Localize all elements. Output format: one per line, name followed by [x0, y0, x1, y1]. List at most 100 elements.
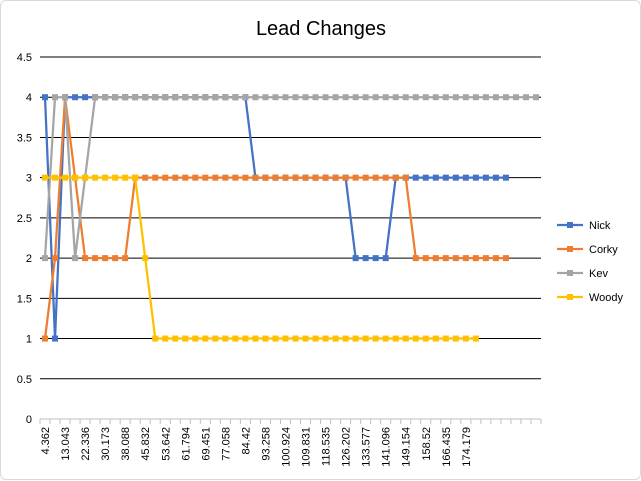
series-woody	[42, 174, 479, 342]
legend-label: Nick	[589, 220, 611, 232]
data-point	[462, 335, 469, 342]
x-tick-label: 149.154	[401, 427, 413, 467]
x-tick-label: 77.058	[220, 427, 232, 461]
data-point	[372, 255, 379, 262]
data-point	[142, 174, 149, 181]
x-tick-label: 45.832	[140, 427, 152, 461]
x-tick-label: 53.642	[160, 427, 172, 461]
y-tick-label: 3.5	[17, 132, 32, 144]
data-point	[442, 94, 449, 101]
data-point	[352, 94, 359, 101]
x-tick-label: 109.831	[301, 427, 313, 467]
x-tick-label: 141.096	[381, 427, 393, 467]
data-point	[362, 335, 369, 342]
data-point	[432, 255, 439, 262]
legend-swatch-marker	[567, 294, 573, 300]
data-point	[152, 94, 159, 101]
data-point	[472, 335, 479, 342]
data-point	[482, 94, 489, 101]
data-point	[172, 335, 179, 342]
data-point	[92, 255, 99, 262]
x-tick-label: 158.52	[421, 427, 433, 461]
data-point	[382, 255, 389, 262]
data-point	[132, 174, 139, 181]
data-point	[222, 94, 229, 101]
data-point	[252, 174, 259, 181]
data-point	[112, 255, 119, 262]
data-point	[342, 174, 349, 181]
data-point	[192, 335, 199, 342]
data-point	[432, 174, 439, 181]
data-point	[242, 94, 249, 101]
data-point	[342, 94, 349, 101]
data-point	[192, 94, 199, 101]
data-point	[72, 94, 79, 101]
data-point	[422, 94, 429, 101]
data-point	[222, 335, 229, 342]
data-point	[82, 94, 89, 101]
x-tick-label: 118.535	[321, 427, 333, 466]
y-tick-label: 2	[26, 253, 32, 265]
data-point	[472, 255, 479, 262]
x-tick-label: 69.451	[200, 427, 212, 461]
data-point	[102, 174, 109, 181]
data-point	[302, 174, 309, 181]
y-tick-label: 0.5	[17, 374, 32, 386]
data-point	[352, 255, 359, 262]
data-point	[462, 174, 469, 181]
data-point	[322, 174, 329, 181]
data-point	[502, 94, 509, 101]
data-point	[182, 335, 189, 342]
data-point	[532, 94, 539, 101]
series-corky	[42, 94, 509, 342]
data-point	[492, 94, 499, 101]
data-point	[442, 255, 449, 262]
data-point	[482, 174, 489, 181]
data-point	[242, 174, 249, 181]
data-point	[52, 174, 59, 181]
data-point	[462, 255, 469, 262]
data-point	[322, 94, 329, 101]
legend: Nick Corky Kev Woody	[557, 220, 624, 304]
data-point	[412, 255, 419, 262]
data-point	[232, 94, 239, 101]
data-point	[112, 174, 119, 181]
data-point	[452, 335, 459, 342]
legend-item-woody: Woody	[557, 292, 624, 304]
x-tick-label: 22.336	[80, 427, 92, 461]
data-point	[302, 335, 309, 342]
data-point	[382, 174, 389, 181]
x-axis: 4.362 13.043 22.336 30.173 38.088 45.832 53.64…	[39, 418, 542, 467]
x-tick-label: 61.794	[180, 427, 192, 461]
data-point	[382, 94, 389, 101]
data-point	[452, 255, 459, 262]
data-point	[52, 94, 59, 101]
data-point	[212, 174, 219, 181]
data-point	[472, 94, 479, 101]
data-point	[502, 174, 509, 181]
legend-item-kev: Kev	[557, 268, 608, 280]
data-point	[252, 94, 259, 101]
x-tick-label: 166.435	[441, 427, 453, 467]
data-point	[362, 94, 369, 101]
data-point	[82, 174, 89, 181]
series-group	[42, 94, 539, 342]
data-point	[412, 94, 419, 101]
data-point	[492, 174, 499, 181]
data-point	[72, 174, 79, 181]
y-tick-label: 1	[26, 334, 32, 346]
data-point	[142, 94, 149, 101]
x-tick-label: 4.362	[40, 427, 52, 455]
data-point	[252, 335, 259, 342]
data-point	[62, 94, 69, 101]
data-point	[432, 335, 439, 342]
y-tick-label: 0	[26, 414, 32, 426]
data-point	[92, 94, 99, 101]
data-point	[332, 174, 339, 181]
data-point	[82, 255, 89, 262]
data-point	[142, 255, 149, 262]
data-point	[392, 174, 399, 181]
data-point	[372, 94, 379, 101]
data-point	[242, 335, 249, 342]
data-point	[502, 255, 509, 262]
